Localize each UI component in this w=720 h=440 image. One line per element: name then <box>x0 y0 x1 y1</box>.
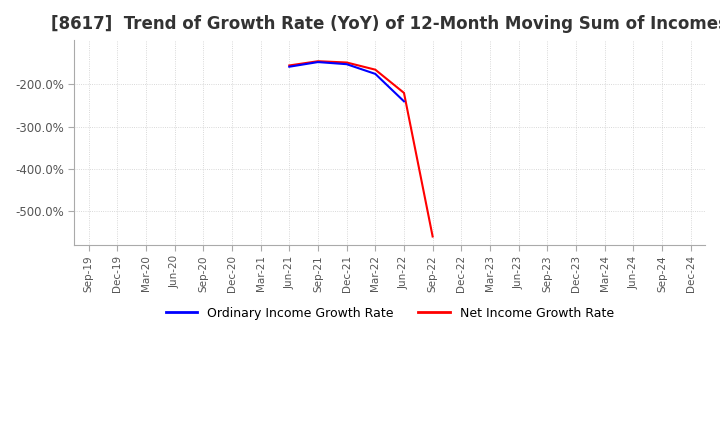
Title: [8617]  Trend of Growth Rate (YoY) of 12-Month Moving Sum of Incomes: [8617] Trend of Growth Rate (YoY) of 12-… <box>51 15 720 33</box>
Legend: Ordinary Income Growth Rate, Net Income Growth Rate: Ordinary Income Growth Rate, Net Income … <box>161 302 618 325</box>
